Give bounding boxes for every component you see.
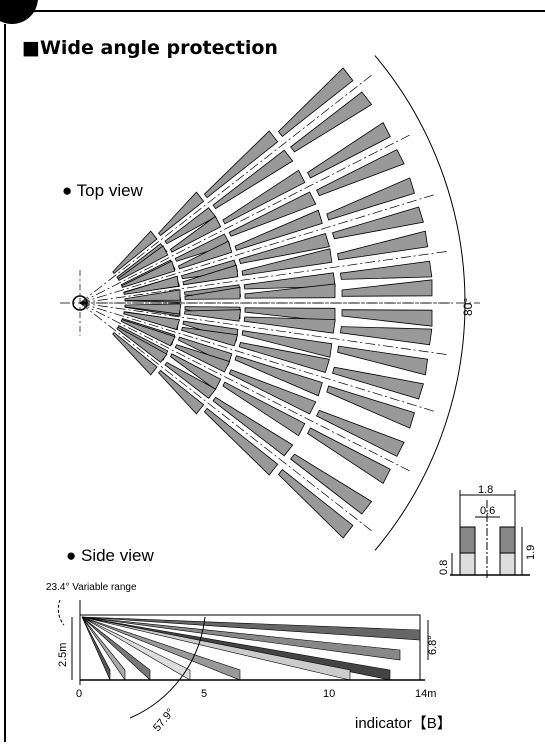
detection-zone	[123, 275, 180, 295]
detection-zone	[181, 259, 239, 280]
detection-zone	[164, 361, 217, 399]
detection-zone	[307, 122, 391, 179]
side-zone	[81, 616, 351, 681]
center-line	[79, 302, 434, 412]
detection-zone	[234, 355, 323, 397]
detection-zone	[234, 209, 323, 251]
detection-zone	[341, 309, 433, 327]
detection-zone	[243, 316, 336, 334]
detection-zone	[121, 260, 176, 289]
axis-label: 5	[201, 688, 207, 700]
detection-zone	[277, 67, 354, 137]
detection-zone	[315, 149, 405, 197]
inset-height-low: 0.8	[438, 560, 450, 575]
axis-label: 0	[76, 688, 82, 700]
detection-zone	[241, 330, 333, 358]
detection-zone	[332, 206, 424, 240]
detection-zone	[112, 230, 158, 274]
detection-zone	[315, 409, 405, 457]
detection-zone	[124, 289, 181, 302]
axis-label: 14m	[415, 688, 436, 700]
detection-zone	[341, 279, 433, 297]
variable-range: 23.4° Variable range	[46, 582, 137, 593]
detection-zone	[222, 169, 306, 225]
side-zone	[81, 616, 151, 681]
detection-zone	[326, 177, 415, 221]
tilt-arc	[129, 616, 206, 719]
detection-zone	[277, 469, 354, 539]
detection-zone	[120, 319, 176, 347]
center-line	[79, 302, 410, 472]
detection-zone	[212, 149, 294, 210]
side-zone	[81, 616, 241, 681]
detection-zone	[123, 311, 181, 330]
tilt-angle: 57.9°	[151, 706, 177, 733]
axis-label: 10	[323, 688, 335, 700]
side-view-pattern	[57, 599, 429, 719]
detection-zone	[339, 326, 433, 346]
detection-zone	[184, 309, 242, 322]
detection-zone	[184, 286, 241, 300]
beam-angle: 6.8°	[427, 635, 439, 655]
detection-zone	[238, 233, 330, 264]
detection-zone	[228, 191, 317, 237]
detection-zone	[178, 240, 233, 270]
detection-zone	[326, 385, 415, 429]
detection-zone	[117, 245, 169, 281]
detection-zone	[222, 381, 306, 437]
detection-zone	[290, 453, 373, 515]
inset-height-total: 1.9	[525, 545, 537, 560]
side-zone	[81, 616, 421, 641]
detection-zone	[124, 303, 182, 315]
section-badge	[0, 0, 38, 24]
side-view-label: ● Side view	[66, 546, 154, 565]
side-zone	[81, 616, 401, 661]
detection-zone	[158, 191, 205, 237]
center-line	[79, 302, 447, 355]
center-line	[79, 134, 410, 304]
detection-zone	[116, 326, 168, 363]
detection-zone	[244, 283, 336, 299]
inset-width-outer: 1.8	[478, 484, 493, 496]
detection-zone	[290, 91, 373, 153]
top-view-pattern	[60, 55, 480, 551]
detection-zone	[307, 427, 391, 484]
fan-angle: 80°	[461, 298, 475, 316]
detection-zone	[182, 264, 239, 286]
inset	[450, 490, 530, 580]
indicator: indicator【B】	[355, 715, 452, 732]
detection-zone	[212, 396, 294, 457]
detection-zone	[238, 342, 330, 373]
center-line	[79, 194, 434, 304]
detection-zone	[228, 369, 317, 415]
side-zone	[81, 616, 111, 681]
detection-zone	[158, 369, 205, 415]
detection-zone	[241, 248, 333, 276]
top-view-label: ● Top view	[62, 181, 144, 200]
detection-zone	[339, 260, 433, 280]
detection-zone	[181, 326, 239, 347]
inset-width-inner: 0.6	[480, 505, 495, 517]
detection-zone	[337, 230, 429, 261]
detection-zone	[332, 366, 424, 400]
side-zone	[81, 616, 191, 681]
detection-zone	[169, 215, 222, 253]
detection-zone	[337, 345, 429, 376]
detection-zone	[112, 332, 158, 376]
center-line	[79, 302, 372, 532]
range-arc	[57, 599, 65, 626]
center-line	[79, 251, 447, 304]
center-line	[79, 74, 372, 304]
detection-zone	[203, 130, 279, 199]
mount-height: 2.5m	[57, 643, 69, 667]
detection-zone	[203, 407, 279, 476]
detection-zone	[174, 344, 231, 373]
sensor	[72, 295, 88, 311]
side-zone	[81, 616, 126, 681]
section-title: ■Wide angle protection	[22, 37, 278, 59]
